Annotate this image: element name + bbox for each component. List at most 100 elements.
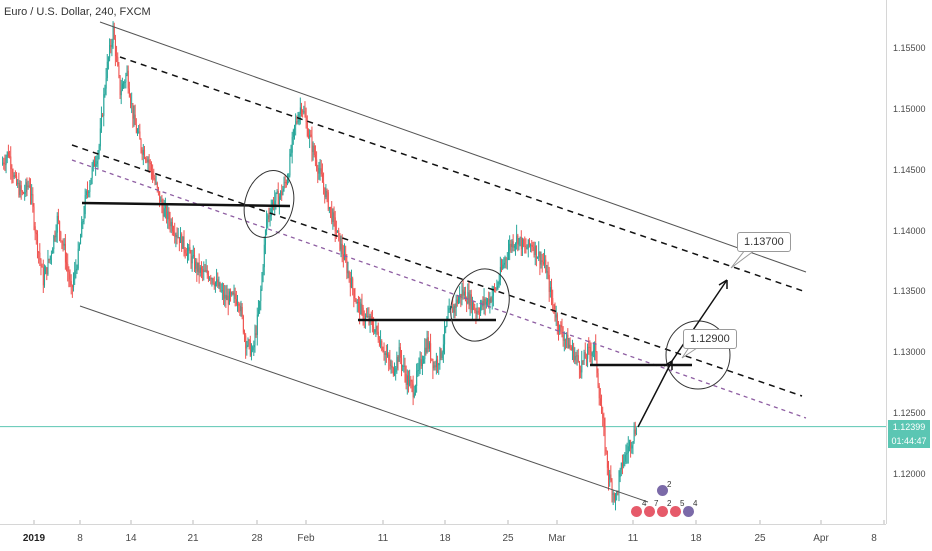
candle-body bbox=[59, 221, 61, 232]
candle-body bbox=[358, 302, 360, 304]
candle-body bbox=[594, 343, 596, 351]
event-flag-icon[interactable] bbox=[656, 484, 669, 497]
target-label-1[interactable]: 1.12900 bbox=[683, 329, 737, 349]
candle-body bbox=[297, 121, 299, 123]
candle-body bbox=[111, 43, 113, 48]
candle-body bbox=[275, 192, 277, 201]
candle-body bbox=[276, 191, 278, 193]
event-flag-icon[interactable] bbox=[682, 505, 695, 518]
candle-body bbox=[156, 182, 158, 188]
candle-body bbox=[5, 157, 7, 165]
candle-body bbox=[126, 70, 128, 76]
event-number: 4 bbox=[693, 499, 698, 508]
candle-body bbox=[220, 290, 222, 292]
candle-body bbox=[28, 185, 30, 187]
candle-body bbox=[361, 303, 363, 308]
candle-body bbox=[392, 367, 394, 375]
event-flag-icon[interactable] bbox=[630, 505, 643, 518]
candle-body bbox=[591, 352, 593, 356]
candle-body bbox=[365, 315, 367, 321]
candle-body bbox=[428, 343, 430, 349]
candle-body bbox=[291, 137, 293, 153]
candle-body bbox=[20, 185, 22, 192]
candle-body bbox=[187, 250, 189, 256]
candle-body bbox=[410, 379, 412, 382]
candle-body bbox=[372, 319, 374, 327]
target-label-2[interactable]: 1.13700 bbox=[737, 232, 791, 252]
candle-body bbox=[613, 493, 615, 501]
candle-body bbox=[39, 252, 41, 260]
time-axis[interactable]: 2019 8 14 21 28 Feb 11 18 25 Mar 11 18 25 Apr 8 bbox=[0, 524, 886, 551]
candle-body bbox=[87, 191, 89, 193]
candle-body bbox=[184, 249, 186, 254]
candle-body bbox=[237, 303, 239, 305]
event-flag-icon[interactable] bbox=[669, 505, 682, 518]
event-flag-icon[interactable] bbox=[643, 505, 656, 518]
candle-body bbox=[13, 175, 15, 178]
candle-body bbox=[403, 365, 405, 367]
candle-body bbox=[148, 159, 150, 164]
candle-body bbox=[206, 269, 208, 275]
candle-body bbox=[540, 260, 542, 265]
candle-body bbox=[253, 345, 255, 348]
candle-body bbox=[489, 298, 491, 305]
price-chart[interactable] bbox=[0, 0, 886, 524]
candle-body bbox=[586, 358, 588, 360]
candle-body bbox=[420, 359, 422, 367]
candle-body bbox=[366, 315, 368, 317]
candle-body bbox=[92, 160, 94, 168]
candle-body bbox=[114, 39, 116, 57]
candle-body bbox=[68, 271, 70, 280]
candle-body bbox=[384, 353, 386, 355]
candle-body bbox=[42, 267, 44, 286]
candle-body bbox=[238, 303, 240, 306]
price-tick-label: 1.14500 bbox=[893, 164, 926, 175]
candle-body bbox=[32, 194, 34, 207]
candle-body bbox=[183, 236, 185, 250]
highlight-ellipse bbox=[665, 320, 731, 390]
candle-body bbox=[345, 253, 347, 261]
candle-body bbox=[562, 334, 564, 341]
candle-body bbox=[278, 196, 280, 205]
candle-body bbox=[234, 293, 236, 299]
candle-body bbox=[64, 243, 66, 263]
candle-body bbox=[467, 292, 469, 304]
candle-body bbox=[599, 398, 601, 405]
candle-body bbox=[144, 149, 146, 159]
candle-body bbox=[82, 220, 84, 222]
candle-body bbox=[454, 305, 456, 309]
candle-body bbox=[331, 208, 333, 222]
candle-body bbox=[153, 178, 155, 180]
candle-body bbox=[18, 182, 20, 196]
candle-body bbox=[96, 161, 98, 164]
candle-body bbox=[140, 139, 142, 150]
candle-body bbox=[25, 182, 27, 193]
candle-body bbox=[91, 167, 93, 179]
candle-body bbox=[127, 70, 129, 89]
candle-body bbox=[373, 326, 375, 333]
candle-body bbox=[110, 45, 112, 48]
candle-body bbox=[252, 347, 254, 351]
event-number: 2 bbox=[667, 499, 672, 508]
candle-body bbox=[119, 75, 121, 96]
candle-body bbox=[388, 354, 390, 361]
candle-body bbox=[205, 269, 207, 272]
candle-body bbox=[351, 278, 353, 288]
candle-body bbox=[581, 360, 583, 373]
candle-body bbox=[74, 270, 76, 280]
candle-body bbox=[472, 302, 474, 310]
candle-body bbox=[174, 233, 176, 237]
arrow-head bbox=[718, 279, 728, 289]
candle-body bbox=[531, 244, 533, 248]
candle-body bbox=[601, 404, 603, 414]
candle-body bbox=[513, 245, 515, 248]
candle-body bbox=[295, 121, 297, 126]
candle-countdown-badge: 01:44:47 bbox=[888, 433, 930, 448]
candle-body bbox=[480, 306, 482, 314]
candle-body bbox=[590, 352, 592, 356]
candle-body bbox=[14, 175, 16, 177]
candle-body bbox=[120, 90, 122, 96]
candle-body bbox=[551, 287, 553, 299]
event-flag-icon[interactable] bbox=[656, 505, 669, 518]
candle-body bbox=[406, 375, 408, 385]
